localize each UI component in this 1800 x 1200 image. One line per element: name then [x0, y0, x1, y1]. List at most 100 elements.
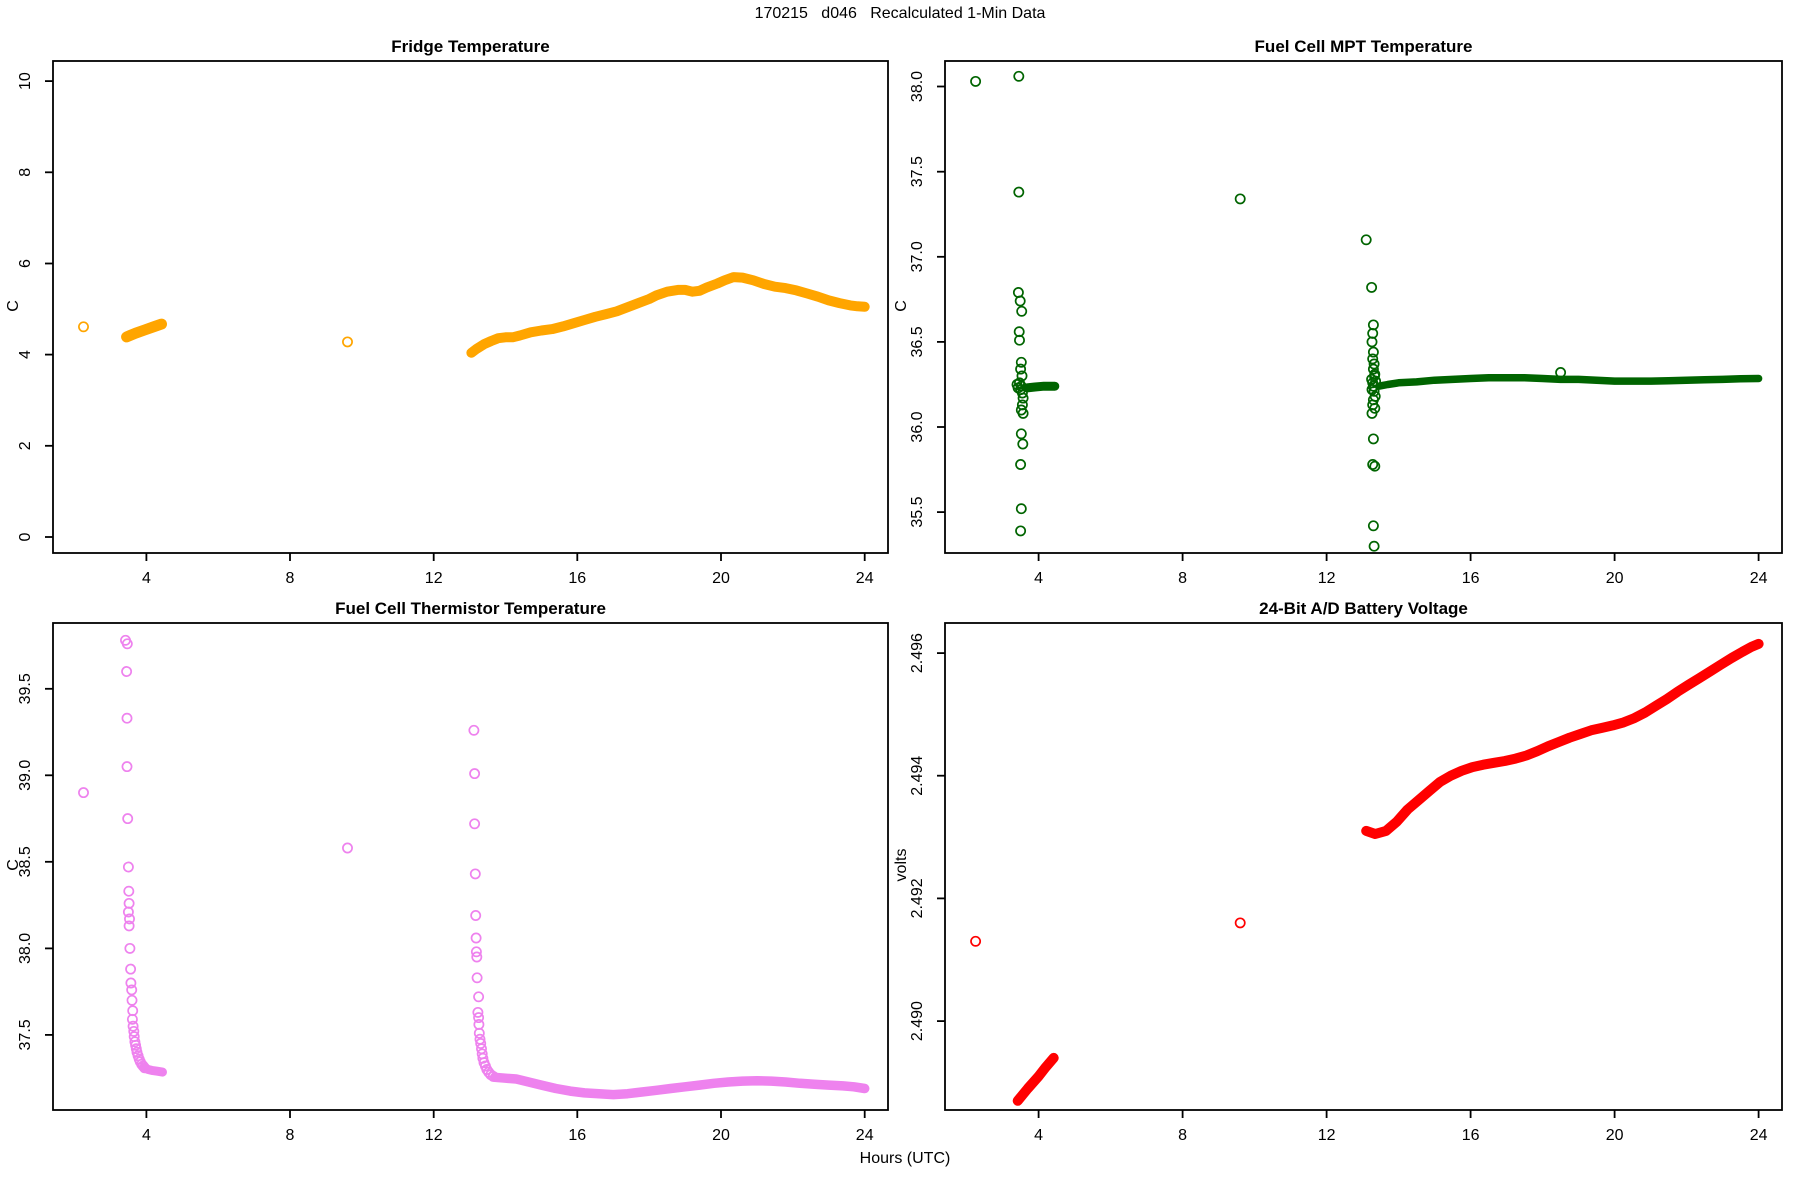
data-point: [1013, 186, 1025, 198]
y-tick-label: 6: [17, 259, 34, 268]
y-axis-label-thermistor: C: [5, 859, 22, 871]
data-point: [121, 666, 133, 677]
data-point: [124, 942, 136, 954]
data-point: [1367, 346, 1379, 358]
data-point: [1366, 384, 1378, 396]
y-tick-label: 37.5: [909, 156, 926, 187]
data-point: [127, 1020, 139, 1032]
data-point: [470, 932, 482, 944]
x-tick-label: 20: [1606, 1127, 1624, 1144]
data-series-run: [489, 1072, 870, 1100]
data-point: [1360, 234, 1372, 246]
data-point: [1017, 407, 1029, 419]
x-tick-label: 16: [568, 1127, 586, 1144]
y-tick-label: 38.0: [17, 933, 34, 964]
y-tick-label: 38.5: [17, 846, 34, 877]
data-point: [470, 946, 482, 958]
x-axis-label: Hours (UTC): [859, 1150, 951, 1167]
data-point: [472, 1006, 484, 1018]
y-tick-label: 39.0: [17, 760, 34, 791]
x-tick-label: 4: [142, 570, 151, 587]
data-point: [1015, 428, 1027, 440]
data-point: [1013, 70, 1025, 82]
x-tick-label: 4: [1034, 570, 1043, 587]
y-tick-label: 2.496: [909, 633, 926, 673]
data-point: [125, 963, 137, 975]
data-point: [1366, 336, 1378, 348]
x-tick-label: 8: [286, 1127, 295, 1144]
data-point: [139, 1062, 151, 1074]
data-point: [1015, 459, 1027, 470]
data-point: [1015, 525, 1027, 537]
x-tick-label: 12: [1318, 570, 1336, 587]
y-tick-label: 2.490: [909, 1001, 926, 1041]
data-series-run: [1375, 373, 1763, 390]
x-tick-label: 12: [425, 570, 443, 587]
x-tick-label: 16: [568, 570, 586, 587]
x-tick-label: 24: [856, 570, 874, 587]
panel-title-thermistor: Fuel Cell Thermistor Temperature: [335, 599, 606, 618]
panel-battery: 4 8 12 16 20 24 2.490 2.492 2.494 2.496: [909, 622, 1783, 1144]
data-point: [1015, 380, 1027, 392]
data-point: [121, 638, 133, 650]
data-point: [1367, 433, 1379, 445]
x-tick-label: 4: [1034, 1127, 1043, 1144]
x-tick-label: 24: [1750, 570, 1768, 587]
data-point: [970, 75, 982, 87]
data-point: [122, 906, 134, 918]
data-point: [1368, 540, 1380, 552]
x-tick-label: 20: [712, 570, 730, 587]
data-point: [1367, 353, 1379, 365]
data-point: [1555, 367, 1567, 378]
y-tick-label: 36.0: [909, 411, 926, 442]
x-tick-label: 8: [286, 570, 295, 587]
y-axis-label-mpt: C: [893, 300, 910, 312]
data-point: [1367, 363, 1379, 375]
plot-box: [944, 622, 1783, 1111]
y-tick-label: 4: [17, 350, 34, 359]
x-tick-label: 20: [1606, 570, 1624, 587]
data-series-run: [1022, 381, 1060, 393]
data-point: [1368, 358, 1380, 370]
data-point: [470, 910, 482, 921]
data-point: [469, 768, 481, 780]
data-point: [78, 321, 89, 333]
data-point: [124, 913, 135, 925]
data-point: [469, 868, 481, 880]
data-point: [1012, 287, 1024, 298]
data-point: [1014, 334, 1025, 346]
figure-title: 170215 d046 Recalculated 1-Min Data: [754, 5, 1046, 22]
plot-box: [52, 622, 889, 1111]
y-tick-label: 36.5: [909, 326, 926, 357]
y-tick-label: 0: [17, 532, 34, 541]
data-point: [1367, 520, 1379, 532]
x-tick-label: 20: [712, 1127, 730, 1144]
data-point: [123, 920, 135, 932]
y-axis-label-fridge: C: [5, 300, 22, 312]
y-tick-label: 37.0: [909, 241, 926, 272]
data-point: [1016, 387, 1028, 399]
data-point: [1017, 438, 1029, 450]
data-point: [473, 1012, 485, 1024]
panel-title-fridge: Fridge Temperature: [391, 37, 550, 56]
data-point: [485, 1069, 497, 1081]
x-tick-label: 24: [856, 1127, 874, 1144]
data-point: [122, 861, 134, 873]
y-tick-label: 2.492: [909, 878, 926, 918]
x-tick-label: 16: [1462, 570, 1480, 587]
data-point: [473, 1027, 485, 1039]
data-point: [121, 712, 133, 724]
data-point: [342, 842, 353, 854]
data-point: [126, 984, 138, 996]
x-tick-label: 24: [1750, 1127, 1768, 1144]
x-tick-label: 12: [1318, 1127, 1336, 1144]
data-point: [473, 991, 485, 1003]
data-point: [1016, 305, 1028, 317]
y-tick-label: 39.5: [17, 673, 34, 704]
data-point: [1234, 917, 1246, 929]
data-point: [126, 1013, 138, 1025]
y-tick-label: 10: [17, 72, 34, 90]
data-series-run: [1361, 638, 1764, 839]
x-tick-label: 12: [425, 1127, 443, 1144]
